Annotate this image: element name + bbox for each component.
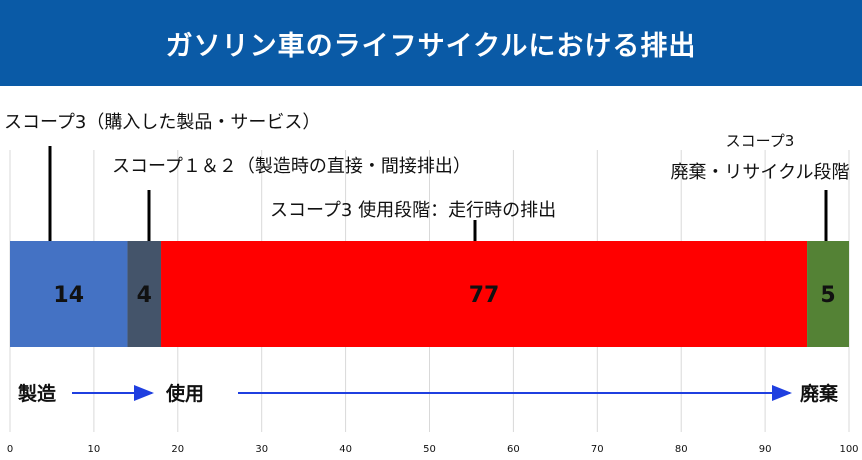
annotation-label: スコープ3: [726, 132, 795, 150]
bar-segment: [10, 241, 128, 347]
x-tick-label: 90: [759, 444, 772, 455]
x-tick-label: 70: [591, 444, 604, 455]
annotation-label: スコープ3 使用段階：走行時の排出: [270, 200, 556, 221]
annotation-label: スコープ3（購入した製品・サービス）: [4, 112, 320, 133]
x-tick-label: 80: [675, 444, 688, 455]
bar-segment: [161, 241, 808, 347]
chart-title: ガソリン車のライフサイクルにおける排出: [165, 30, 697, 62]
x-tick-label: 10: [88, 444, 101, 455]
bar-value-label: 5: [820, 283, 835, 308]
stage-label: 使用: [165, 383, 204, 405]
bar-segment: [807, 241, 849, 347]
bar-value-label: 77: [469, 283, 500, 308]
x-tick-label: 40: [339, 444, 352, 455]
annotation-label: 廃棄・リサイクル段階: [670, 162, 849, 183]
bar-segment: [127, 241, 162, 347]
x-tick-label: 30: [255, 444, 268, 455]
stage-label: 製造: [17, 382, 57, 405]
x-tick-label: 60: [507, 444, 520, 455]
bar-value-label: 14: [53, 283, 84, 308]
x-tick-label: 100: [839, 444, 858, 455]
x-tick-label: 20: [171, 444, 184, 455]
stage-label: 廃棄: [800, 382, 839, 405]
x-tick-label: 50: [423, 444, 436, 455]
x-tick-label: 0: [7, 444, 13, 455]
annotation-label: スコープ１＆２（製造時の直接・間接排出）: [112, 156, 471, 177]
title-banner: ガソリン車のライフサイクルにおける排出: [0, 0, 862, 86]
bar-value-label: 4: [137, 283, 152, 308]
